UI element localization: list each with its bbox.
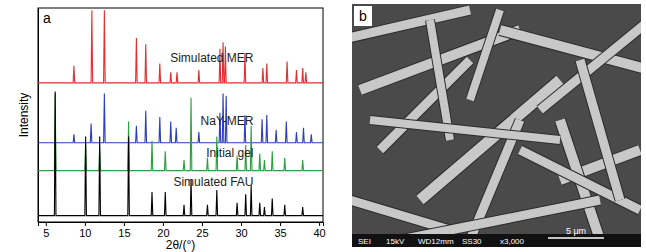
series-label: Initial gel	[206, 146, 253, 160]
x-tick-label: 40	[313, 227, 325, 239]
y-axis-line	[38, 9, 39, 223]
panel-label: b	[359, 8, 367, 24]
footer-text: SS30	[462, 237, 482, 246]
x-tick-mark	[319, 222, 320, 226]
footer-text: x3,000	[500, 237, 525, 246]
x-axis-title: 2θ/(°)	[166, 238, 195, 252]
x-tick-mark	[163, 222, 164, 226]
x-tick-label: 20	[157, 227, 169, 239]
footer-text: WD12mm	[418, 237, 454, 246]
x-tick: 20	[157, 222, 169, 239]
series-label: NaY-MER	[201, 114, 254, 128]
rod-edge	[580, 60, 620, 200]
xrd-line	[38, 94, 323, 143]
x-tick: 25	[196, 222, 208, 239]
x-tick-mark	[241, 222, 242, 226]
panel-label-box	[354, 6, 372, 26]
footer-bar	[352, 234, 641, 247]
y-axis-title: Intensity	[17, 93, 31, 138]
rod-edge	[470, 10, 500, 100]
series-label: Simulated MER	[170, 51, 254, 65]
x-axis-line	[39, 223, 324, 227]
x-tick: 35	[274, 222, 286, 239]
rod-edge	[352, 200, 450, 230]
xrd-line	[38, 91, 323, 215]
rod	[380, 60, 470, 150]
scale-label: 5 μm	[566, 226, 586, 236]
series-label: Simulated FAU	[173, 175, 253, 189]
x-tick-label: 15	[118, 227, 130, 239]
x-tick-label: 25	[196, 227, 208, 239]
rod	[470, 10, 500, 100]
rod-edge	[370, 120, 560, 140]
x-tick: 40	[313, 222, 325, 239]
x-axis: 5 10 15 20 25 30 35 40	[39, 222, 326, 239]
rod	[370, 120, 560, 140]
footer-text: 15kV	[386, 237, 405, 246]
rod	[580, 60, 620, 200]
x-tick-label: 10	[79, 227, 91, 239]
figure: 5 10 15 20 25 30 35 40 Simulated MER NaY-MER Initi…	[0, 0, 646, 252]
y-axis	[38, 9, 39, 223]
x-tick-label: 30	[235, 227, 247, 239]
rod-edge	[380, 60, 470, 150]
x-tick: 10	[79, 222, 91, 239]
x-tick-mark	[124, 222, 125, 226]
scale-bar	[548, 237, 604, 239]
x-tick-mark	[85, 222, 86, 226]
x-tick-mark	[280, 222, 281, 226]
footer-text: SEI	[358, 237, 371, 246]
x-tick: 15	[118, 222, 130, 239]
xrd-line	[38, 10, 323, 83]
x-tick-mark	[202, 222, 203, 226]
plot-area	[38, 10, 323, 215]
sem-image	[352, 4, 641, 247]
x-tick: 5	[43, 222, 49, 239]
x-tick-label: 5	[43, 227, 49, 239]
rod	[352, 200, 450, 230]
x-tick-label: 35	[274, 227, 286, 239]
x-tick: 30	[235, 222, 247, 239]
plot-frame	[38, 8, 323, 222]
x-tick-mark	[46, 222, 47, 226]
xrd-line	[38, 94, 323, 171]
panel-label: a	[43, 10, 51, 26]
